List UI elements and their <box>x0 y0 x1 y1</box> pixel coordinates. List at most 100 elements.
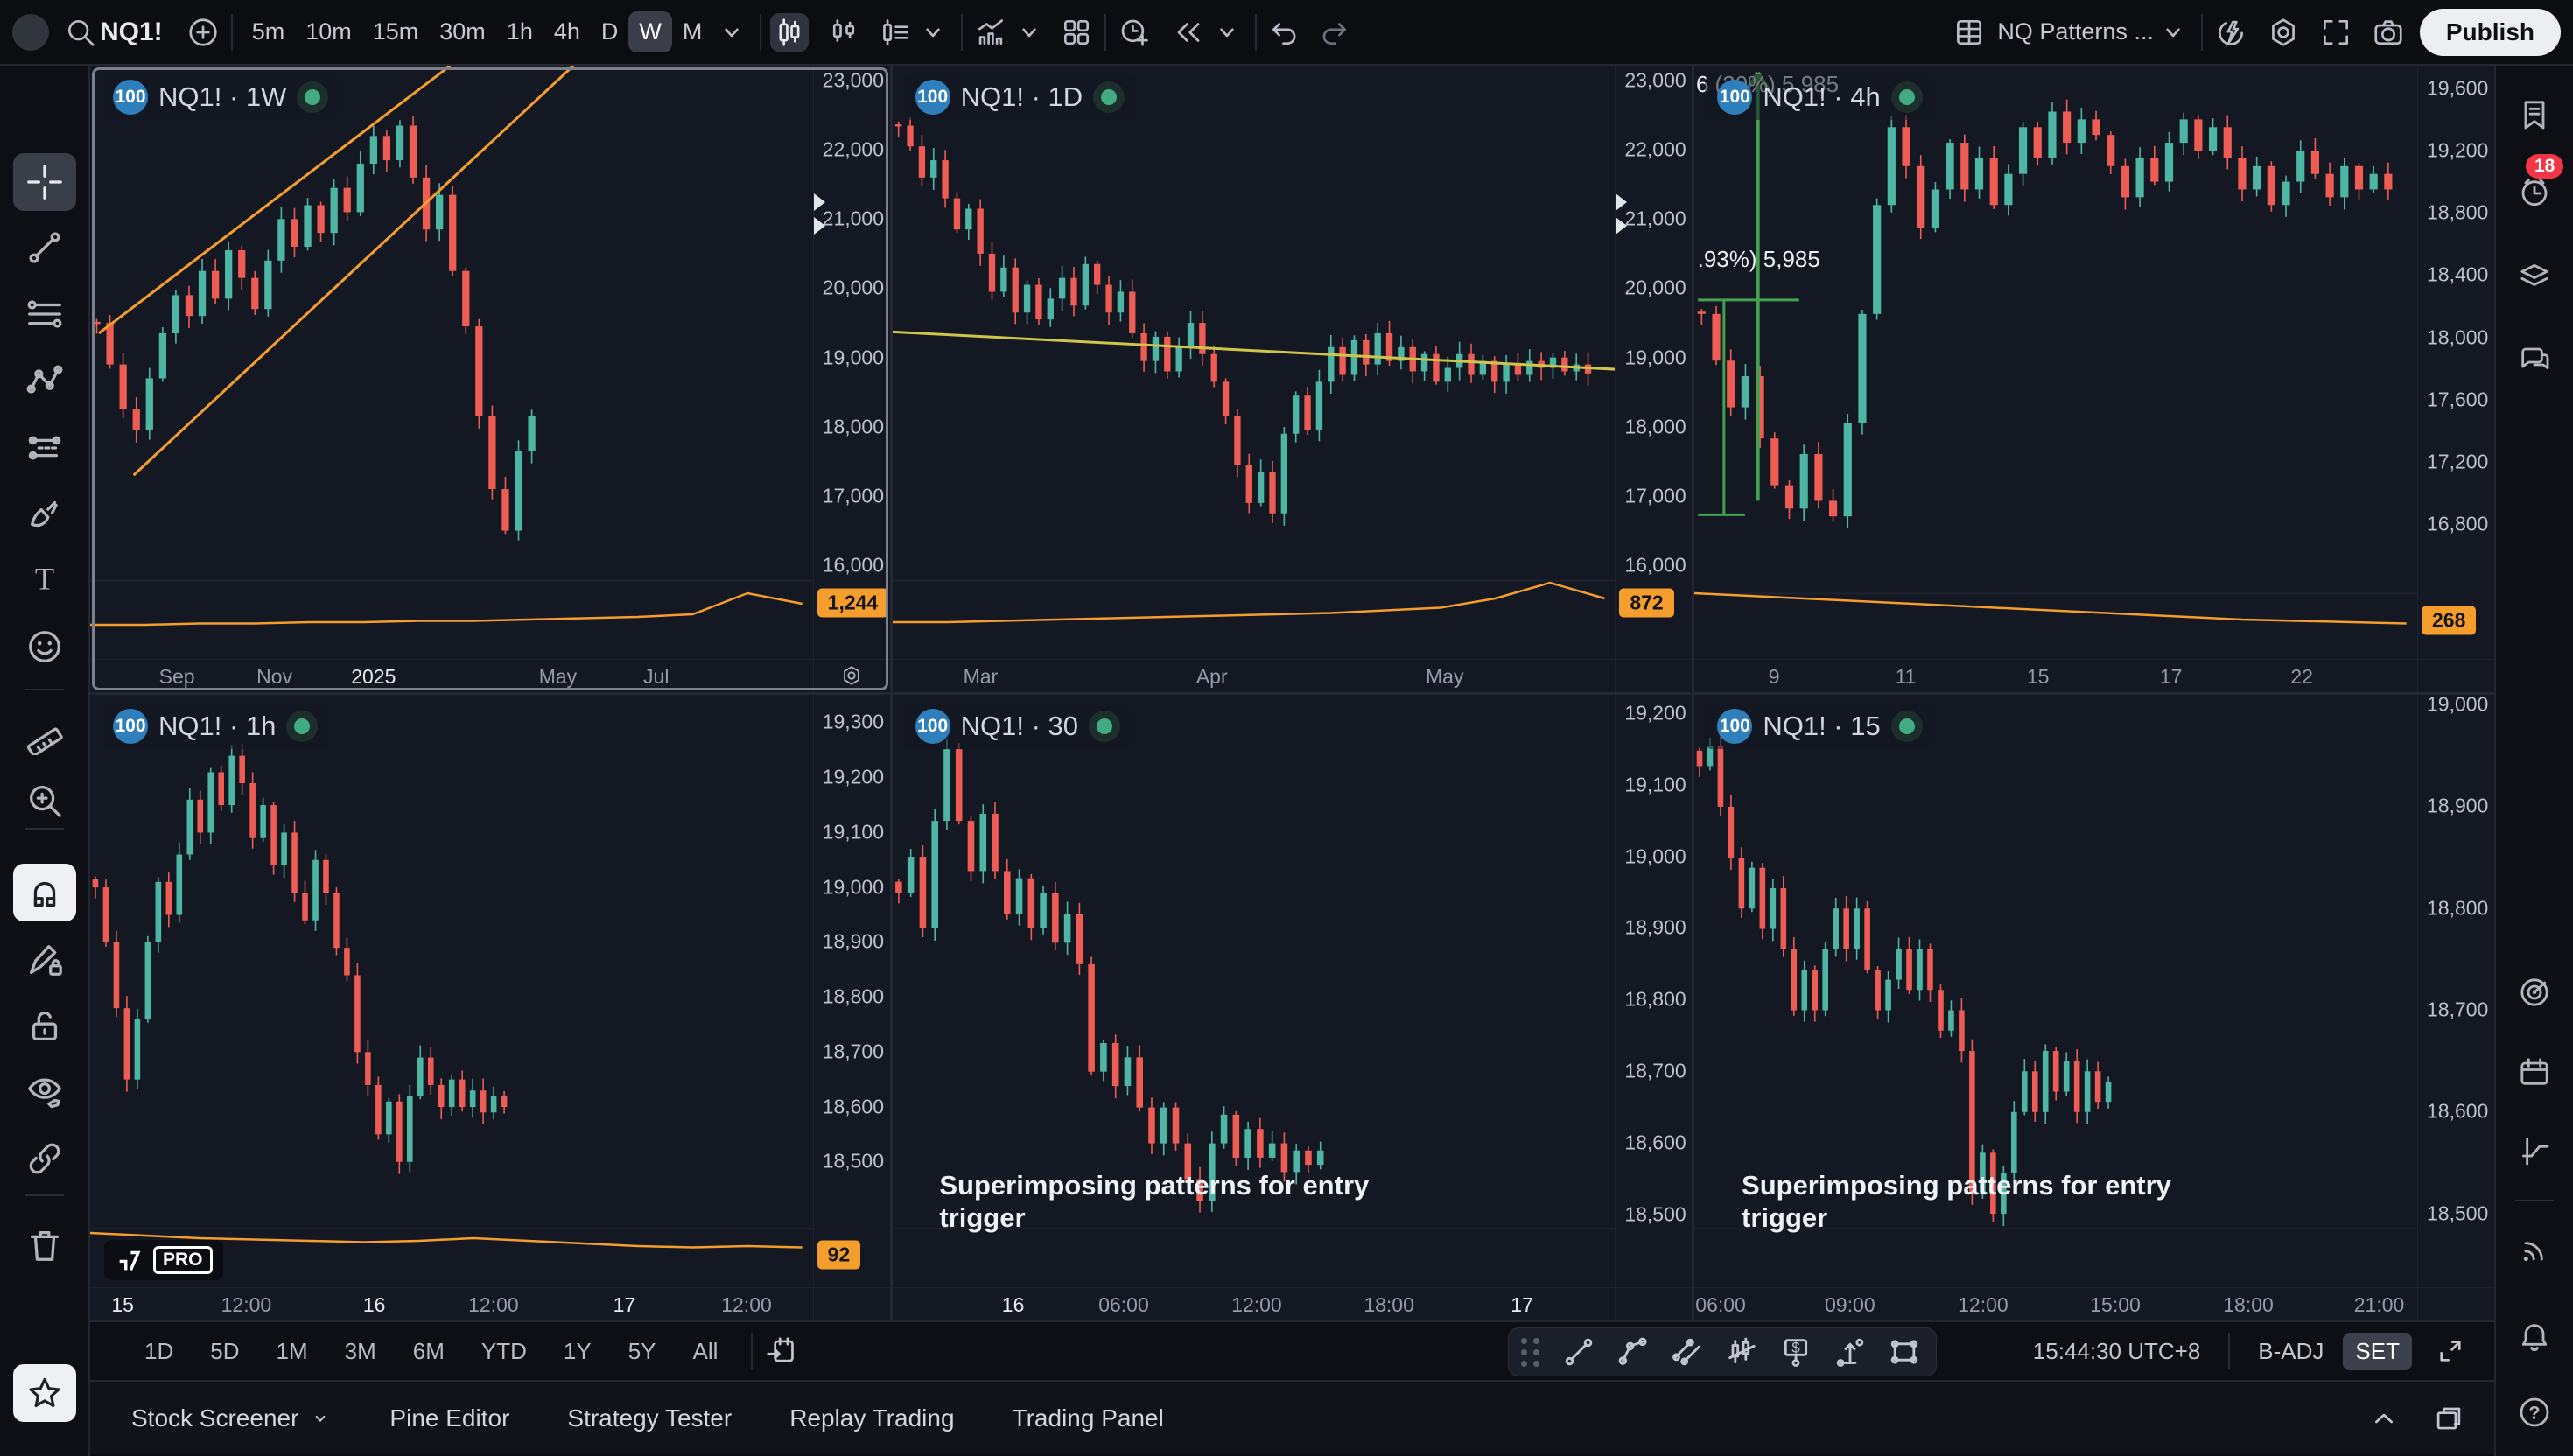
publish-button[interactable]: Publish <box>2419 8 2561 56</box>
text-tool-icon[interactable]: T <box>13 550 76 608</box>
chart-pane-nq1-4h[interactable]: 100 NQ1! · 4h 6(20%) 5,985.93%) 5,98519,… <box>1694 66 2494 692</box>
bar-replay-icon[interactable] <box>1169 13 1208 52</box>
help-icon[interactable]: ? <box>2503 1383 2566 1441</box>
range-button-all[interactable]: All <box>692 1337 719 1364</box>
axis-corner[interactable] <box>2417 658 2494 692</box>
magnet-icon[interactable] <box>12 864 76 921</box>
axis-corner[interactable] <box>1615 1287 1693 1320</box>
clock-label[interactable]: 15:44:30 UTC+8 <box>2032 1337 2201 1364</box>
time-axis[interactable]: 06:00 09:00 12:00 15:00 18:00 21:00 <box>1694 1287 2417 1320</box>
layout-chevron[interactable] <box>2154 13 2192 52</box>
streams-signal-icon[interactable] <box>2503 1222 2566 1279</box>
time-axis[interactable]: Mar Apr May <box>892 658 1616 692</box>
long-short-position-icon[interactable] <box>13 419 76 477</box>
chats-icon[interactable] <box>2503 329 2566 387</box>
calendar-icon[interactable] <box>2503 1043 2566 1101</box>
range-button-6m[interactable]: 6M <box>412 1337 445 1364</box>
hide-drawings-icon[interactable] <box>13 1062 76 1120</box>
trend-line-icon[interactable] <box>13 219 76 276</box>
layout-grid-icon[interactable] <box>1057 13 1096 52</box>
range-button-5d[interactable]: 5D <box>210 1337 240 1364</box>
chart-legend[interactable]: 100 NQ1! · 15 <box>1705 703 1935 749</box>
plot-area[interactable]: 100 NQ1! · 1h PRO <box>90 695 813 1288</box>
go-to-date-icon[interactable] <box>761 1332 800 1370</box>
chart-pane-nq1-1d[interactable]: 100 NQ1! · 1D 23,000 22,000 21,000 20,000 19… <box>892 66 1693 692</box>
time-axis[interactable]: 9 11 15 17 22 <box>1694 658 2417 692</box>
range-button-1d[interactable]: 1D <box>144 1337 174 1364</box>
notifications-bell-icon[interactable] <box>2503 1308 2566 1366</box>
axis-corner[interactable] <box>2417 1287 2494 1320</box>
indicators-icon[interactable] <box>971 13 1010 52</box>
chart-legend[interactable]: 100 NQ1! · 4h <box>1705 74 1935 120</box>
chart-title[interactable]: NQ1! · 30 <box>960 710 1079 741</box>
floating-drawing-toolbar[interactable]: $ <box>1508 1327 1937 1376</box>
interval-button-4h[interactable]: 4h <box>553 18 580 45</box>
camera-snapshot-icon[interactable] <box>2369 13 2408 52</box>
multichart-layout-icon[interactable] <box>1950 13 1988 52</box>
range-button-1y[interactable]: 1Y <box>563 1337 592 1364</box>
settings-gear-icon[interactable] <box>2264 13 2303 52</box>
replay-chevron[interactable] <box>1208 13 1246 52</box>
time-axis[interactable]: 16 06:00 12:00 18:00 17 <box>892 1287 1616 1320</box>
tab-trading-panel[interactable]: Trading Panel <box>1012 1404 1164 1432</box>
range-button-ytd[interactable]: YTD <box>480 1337 527 1364</box>
tool-channel-icon[interactable] <box>1668 1333 1707 1371</box>
axis-corner[interactable] <box>1615 658 1693 692</box>
range-button-3m[interactable]: 3M <box>344 1337 376 1364</box>
drag-handle-icon[interactable] <box>1521 1337 1540 1367</box>
chart-legend[interactable]: 100 NQ1! · 30 <box>902 703 1133 749</box>
plot-area[interactable]: 100 NQ1! · 1W <box>90 66 813 659</box>
fib-retracement-icon[interactable] <box>13 286 76 344</box>
chart-legend[interactable]: 100 NQ1! · 1h <box>101 703 331 749</box>
search-icon[interactable] <box>61 13 100 52</box>
interval-button-10m[interactable]: 10m <box>305 18 352 45</box>
alerts-clock-icon[interactable]: 18 <box>2503 154 2566 220</box>
plot-area[interactable]: 100 NQ1! · 4h 6(20%) 5,985.93%) 5,985 <box>1694 66 2417 659</box>
object-layers-icon[interactable] <box>2503 247 2566 304</box>
drawing-mode-lock-icon[interactable] <box>13 931 76 989</box>
tool-price-range-icon[interactable] <box>1831 1333 1869 1371</box>
chart-pane-nq1-15[interactable]: 100 NQ1! · 15 Superimposing patterns for… <box>1694 693 2494 1320</box>
badj-toggle[interactable]: B-ADJ <box>2258 1337 2324 1364</box>
option-payoff-icon[interactable] <box>2503 1123 2566 1180</box>
time-axis[interactable]: Sep Nov 2025 May Jul <box>90 658 813 692</box>
brush-icon[interactable] <box>13 485 76 542</box>
chart-legend[interactable]: 100 NQ1! · 1W <box>101 74 341 120</box>
price-axis[interactable]: 19,200 19,100 19,000 18,900 18,800 18,700 18,6… <box>1615 694 1692 1287</box>
set-toggle[interactable]: SET <box>2343 1332 2412 1370</box>
interval-menu-chevron[interactable] <box>712 13 751 52</box>
restore-panel-icon[interactable] <box>2429 1399 2468 1438</box>
chart-pane-nq1-1h[interactable]: 100 NQ1! · 1h PRO 19,300 19,200 19,100 19,00… <box>90 694 890 1320</box>
user-menu-avatar[interactable] <box>12 13 49 51</box>
symbol-search-button[interactable]: NQ1! <box>100 17 163 46</box>
quick-flash-icon[interactable] <box>2212 13 2250 52</box>
candles-style-icon[interactable] <box>770 12 810 52</box>
trash-icon[interactable] <box>13 1216 76 1274</box>
range-button-1m[interactable]: 1M <box>276 1337 308 1364</box>
screener-radar-icon[interactable] <box>2503 963 2566 1021</box>
zoom-in-icon[interactable] <box>13 772 76 830</box>
emoji-icon[interactable] <box>13 618 76 676</box>
interval-button-W[interactable]: W <box>628 11 672 52</box>
tab-stock-screener[interactable]: Stock Screener <box>131 1404 332 1432</box>
tool-rectangle-icon[interactable] <box>1885 1333 1924 1371</box>
chart-pane-nq1-30[interactable]: 100 NQ1! · 30 Superimposing patterns for… <box>892 694 1693 1320</box>
axis-corner[interactable] <box>812 1287 890 1320</box>
chart-title[interactable]: NQ1! · 1D <box>960 81 1083 112</box>
chart-legend[interactable]: 100 NQ1! · 1D <box>902 74 1138 120</box>
chart-title[interactable]: NQ1! · 1W <box>158 81 287 112</box>
ruler-measure-icon[interactable] <box>13 706 76 764</box>
tab-chevron-icon[interactable] <box>309 1407 332 1430</box>
redo-icon[interactable] <box>1315 13 1353 52</box>
add-symbol-icon[interactable] <box>184 13 222 52</box>
tool-trend-icon[interactable] <box>1560 1333 1598 1371</box>
crosshair-icon[interactable] <box>12 153 76 211</box>
undo-icon[interactable] <box>1265 13 1304 52</box>
plot-area[interactable]: 100 NQ1! · 30 Superimposing patterns for… <box>892 695 1616 1288</box>
maximize-pane-icon[interactable] <box>2431 1332 2470 1370</box>
tab-strategy-tester[interactable]: Strategy Tester <box>567 1404 733 1432</box>
chart-title[interactable]: NQ1! · 4h <box>1763 81 1881 112</box>
hollow-candles-icon[interactable] <box>824 13 863 52</box>
price-axis[interactable]: 23,000 22,000 21,000 20,000 19,000 18,000 17,0… <box>812 66 890 659</box>
tab-pine-editor[interactable]: Pine Editor <box>389 1404 510 1432</box>
